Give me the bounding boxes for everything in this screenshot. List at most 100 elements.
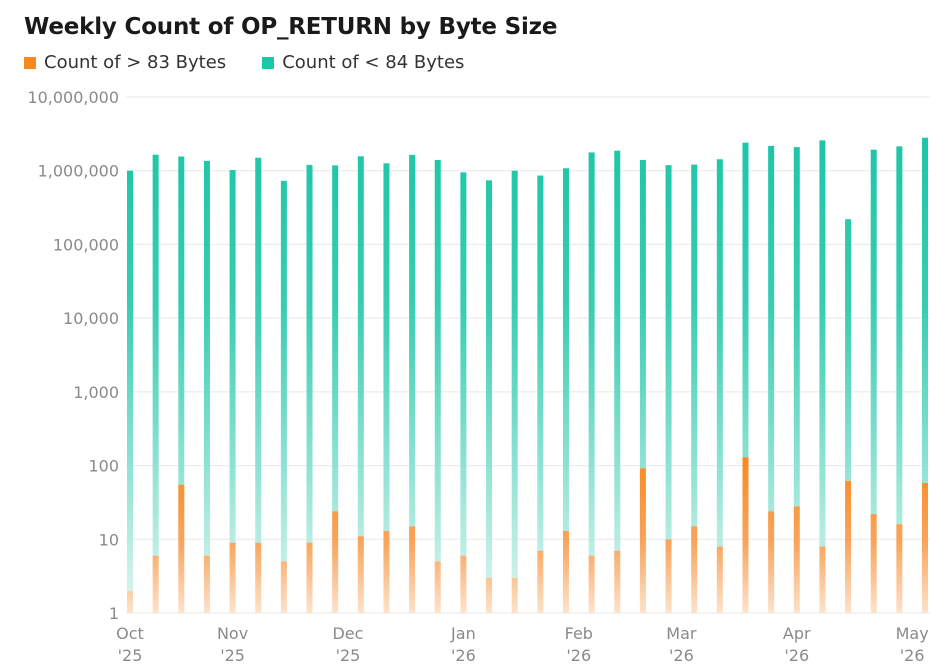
bar-over83[interactable] (460, 555, 467, 613)
x-tick-year: '26 (451, 646, 476, 665)
x-tick-month: Dec (332, 624, 363, 643)
bar-under84[interactable] (716, 159, 723, 547)
bar-under84[interactable] (229, 170, 236, 543)
bar-under84[interactable] (691, 164, 698, 527)
bar-under84[interactable] (357, 156, 364, 537)
bar-under84[interactable] (768, 145, 775, 512)
x-tick-month: Nov (217, 624, 248, 643)
bar-over83[interactable] (152, 555, 159, 613)
bar-over83[interactable] (845, 480, 852, 613)
bar-over83[interactable] (870, 514, 877, 613)
bar-under84[interactable] (203, 160, 210, 556)
x-tick-year: '26 (669, 646, 694, 665)
bar-under84[interactable] (332, 165, 339, 512)
chart-title: Weekly Count of OP_RETURN by Byte Size (24, 14, 558, 40)
x-tick-year: '25 (336, 646, 361, 665)
bar-under84[interactable] (511, 170, 518, 578)
bar-under84[interactable] (614, 150, 621, 551)
bar-over83[interactable] (768, 511, 775, 613)
bar-under84[interactable] (819, 140, 826, 547)
y-tick-label: 10,000,000 (27, 88, 119, 107)
bar-over83[interactable] (434, 561, 441, 613)
bar-over83[interactable] (562, 530, 569, 613)
bars (127, 137, 928, 613)
bar-over83[interactable] (588, 555, 595, 613)
bar-over83[interactable] (819, 546, 826, 613)
bar-under84[interactable] (562, 168, 569, 531)
bar-under84[interactable] (793, 147, 800, 507)
y-tick-label: 100,000 (53, 235, 119, 254)
x-tick-year: '26 (784, 646, 809, 665)
x-tick-year: '25 (220, 646, 245, 665)
bar-under84[interactable] (178, 156, 185, 485)
bar-over83[interactable] (229, 542, 236, 613)
bar-over83[interactable] (614, 550, 621, 613)
x-tick-month: Mar (666, 624, 697, 643)
bar-under84[interactable] (460, 172, 467, 556)
bar-over83[interactable] (203, 555, 210, 613)
bar-under84[interactable] (845, 219, 852, 481)
y-tick-label: 1,000,000 (38, 162, 119, 181)
y-tick-label: 1,000 (73, 383, 119, 402)
bar-under84[interactable] (409, 154, 416, 527)
bar-over83[interactable] (486, 577, 493, 613)
x-tick-year: '25 (118, 646, 143, 665)
bar-under84[interactable] (152, 154, 159, 556)
legend-label-under84: Count of < 84 Bytes (282, 52, 465, 73)
bar-under84[interactable] (870, 149, 877, 515)
bar-over83[interactable] (639, 468, 646, 613)
y-axis-ticks: 10,000,000 1,000,000 100,000 10,000 1,000 100… (27, 88, 119, 623)
x-tick-year: '26 (566, 646, 591, 665)
bar-over83[interactable] (665, 539, 672, 613)
bar-under84[interactable] (537, 175, 544, 551)
legend-label-over83: Count of > 83 Bytes (44, 52, 227, 73)
bar-over83[interactable] (255, 542, 262, 613)
bar-over83[interactable] (357, 536, 364, 613)
bar-under84[interactable] (255, 157, 262, 543)
bar-over83[interactable] (922, 483, 928, 613)
bar-under84[interactable] (639, 159, 646, 469)
bar-over83[interactable] (306, 542, 313, 613)
bar-over83[interactable] (332, 511, 339, 613)
bar-over83[interactable] (691, 526, 698, 613)
x-tick-month: Oct (116, 624, 144, 643)
bar-over83[interactable] (896, 524, 903, 613)
bar-under84[interactable] (665, 165, 672, 540)
bar-over83[interactable] (409, 526, 416, 613)
x-tick-month: Jan (450, 624, 476, 643)
bar-over83[interactable] (178, 484, 185, 613)
y-tick-label: 10,000 (63, 309, 119, 328)
x-axis-ticks: Oct '25 Nov '25 Dec '25 Jan '26 Feb '26 Mar '26 Apr '… (116, 624, 929, 665)
bar-over83[interactable] (793, 506, 800, 613)
x-tick-month: Apr (783, 624, 811, 643)
x-tick-month: May (896, 624, 929, 643)
x-tick-year: '26 (900, 646, 925, 665)
bar-under84[interactable] (127, 170, 133, 591)
bar-over83[interactable] (742, 457, 749, 613)
grid-lines (126, 96, 930, 614)
bar-under84[interactable] (434, 159, 441, 562)
y-tick-label: 1 (109, 604, 119, 623)
bar-under84[interactable] (306, 164, 313, 543)
y-tick-label: 100 (88, 457, 119, 476)
bar-over83[interactable] (280, 561, 287, 613)
bar-over83[interactable] (511, 577, 518, 613)
bar-under84[interactable] (896, 146, 903, 525)
bar-over83[interactable] (537, 550, 544, 613)
bar-over83[interactable] (383, 530, 390, 613)
bar-under84[interactable] (922, 137, 928, 484)
bar-under84[interactable] (588, 152, 595, 556)
legend: Count of > 83 Bytes Count of < 84 Bytes (24, 52, 500, 73)
bar-under84[interactable] (383, 163, 390, 531)
bar-over83[interactable] (716, 546, 723, 613)
legend-item-over83[interactable]: Count of > 83 Bytes (24, 52, 226, 73)
bar-under84[interactable] (742, 142, 749, 458)
bar-under84[interactable] (486, 180, 493, 578)
y-tick-label: 10 (99, 530, 119, 549)
bar-under84[interactable] (280, 180, 287, 562)
legend-swatch-over83 (24, 56, 36, 69)
legend-swatch-under84 (262, 56, 275, 69)
legend-item-under84[interactable]: Count of < 84 Bytes (262, 52, 464, 73)
bar-over83[interactable] (127, 590, 133, 613)
